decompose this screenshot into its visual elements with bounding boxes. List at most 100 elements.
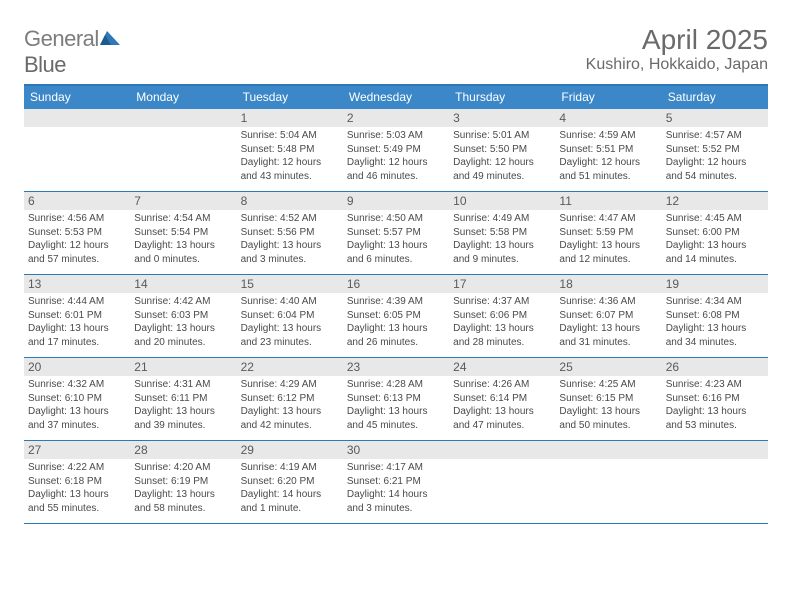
page-title: April 2025 xyxy=(586,24,768,56)
day-number: 16 xyxy=(343,275,449,293)
day-number: 23 xyxy=(343,358,449,376)
cell-body: Sunrise: 4:36 AMSunset: 6:07 PMDaylight:… xyxy=(559,295,657,349)
cell-body: Sunrise: 4:32 AMSunset: 6:10 PMDaylight:… xyxy=(28,378,126,432)
cell-body: Sunrise: 4:23 AMSunset: 6:16 PMDaylight:… xyxy=(666,378,764,432)
sunrise-line: Sunrise: 4:39 AM xyxy=(347,295,445,309)
cell-body: Sunrise: 4:19 AMSunset: 6:20 PMDaylight:… xyxy=(241,461,339,515)
sunset-line: Sunset: 5:52 PM xyxy=(666,143,764,157)
day-number: 3 xyxy=(449,109,555,127)
cell-body: Sunrise: 4:54 AMSunset: 5:54 PMDaylight:… xyxy=(134,212,232,266)
day-number-empty xyxy=(130,109,236,127)
day-number: 28 xyxy=(130,441,236,459)
week-row: 27Sunrise: 4:22 AMSunset: 6:18 PMDayligh… xyxy=(24,441,768,524)
day-headers-row: SundayMondayTuesdayWednesdayThursdayFrid… xyxy=(24,86,768,109)
sunset-line: Sunset: 6:10 PM xyxy=(28,392,126,406)
calendar-cell: 4 Sunrise: 4:59 AMSunset: 5:51 PMDaylight… xyxy=(555,109,661,191)
cell-body: Sunrise: 4:40 AMSunset: 6:04 PMDaylight:… xyxy=(241,295,339,349)
calendar-cell: 5Sunrise: 4:57 AMSunset: 5:52 PMDaylight… xyxy=(662,109,768,191)
calendar-cell: 21 Sunrise: 4:31 AMSunset: 6:11 PMDayligh… xyxy=(130,358,236,440)
sunrise-line: Sunrise: 4:31 AM xyxy=(134,378,232,392)
sunset-line: Sunset: 5:58 PM xyxy=(453,226,551,240)
sunset-line: Sunset: 6:11 PM xyxy=(134,392,232,406)
day-number: 14 xyxy=(130,275,236,293)
calendar-cell: 16Sunrise: 4:39 AMSunset: 6:05 PMDayligh… xyxy=(343,275,449,357)
day-number: 4 xyxy=(555,109,661,127)
sunrise-line: Sunrise: 4:26 AM xyxy=(453,378,551,392)
cell-body: Sunrise: 4:50 AMSunset: 5:57 PMDaylight:… xyxy=(347,212,445,266)
daylight-line: Daylight: 13 hours and 45 minutes. xyxy=(347,405,445,432)
sunrise-line: Sunrise: 4:59 AM xyxy=(559,129,657,143)
sunset-line: Sunset: 5:51 PM xyxy=(559,143,657,157)
weeks-container: 1Sunrise: 5:04 AMSunset: 5:48 PMDaylight… xyxy=(24,109,768,524)
calendar-cell-empty xyxy=(555,441,661,523)
sunrise-line: Sunrise: 4:50 AM xyxy=(347,212,445,226)
sunrise-line: Sunrise: 4:29 AM xyxy=(241,378,339,392)
calendar-cell: 12Sunrise: 4:45 AMSunset: 6:00 PMDayligh… xyxy=(662,192,768,274)
daylight-line: Daylight: 14 hours and 3 minutes. xyxy=(347,488,445,515)
day-number: 9 xyxy=(343,192,449,210)
daylight-line: Daylight: 13 hours and 37 minutes. xyxy=(28,405,126,432)
sunrise-line: Sunrise: 4:34 AM xyxy=(666,295,764,309)
week-row: 6Sunrise: 4:56 AMSunset: 5:53 PMDaylight… xyxy=(24,192,768,275)
day-header: Monday xyxy=(130,86,236,109)
sunset-line: Sunset: 5:50 PM xyxy=(453,143,551,157)
week-row: 1Sunrise: 5:04 AMSunset: 5:48 PMDaylight… xyxy=(24,109,768,192)
day-number: 26 xyxy=(662,358,768,376)
day-number: 27 xyxy=(24,441,130,459)
day-number: 17 xyxy=(449,275,555,293)
day-number: 12 xyxy=(662,192,768,210)
day-header: Sunday xyxy=(24,86,130,109)
logo-triangle-icon xyxy=(100,28,120,46)
day-number-empty xyxy=(555,441,661,459)
calendar-cell: 22 Sunrise: 4:29 AMSunset: 6:12 PMDayligh… xyxy=(237,358,343,440)
calendar-cell: 30Sunrise: 4:17 AMSunset: 6:21 PMDayligh… xyxy=(343,441,449,523)
cell-body: Sunrise: 4:44 AMSunset: 6:01 PMDaylight:… xyxy=(28,295,126,349)
daylight-line: Daylight: 13 hours and 34 minutes. xyxy=(666,322,764,349)
daylight-line: Daylight: 13 hours and 3 minutes. xyxy=(241,239,339,266)
calendar-cell-empty xyxy=(130,109,236,191)
sunrise-line: Sunrise: 4:40 AM xyxy=(241,295,339,309)
calendar-cell: 7Sunrise: 4:54 AMSunset: 5:54 PMDaylight… xyxy=(130,192,236,274)
daylight-line: Daylight: 13 hours and 6 minutes. xyxy=(347,239,445,266)
cell-body: Sunrise: 4:20 AMSunset: 6:19 PMDaylight:… xyxy=(134,461,232,515)
sunrise-line: Sunrise: 4:20 AM xyxy=(134,461,232,475)
day-number: 22 xyxy=(237,358,343,376)
calendar-cell: 27Sunrise: 4:22 AMSunset: 6:18 PMDayligh… xyxy=(24,441,130,523)
day-number: 15 xyxy=(237,275,343,293)
daylight-line: Daylight: 13 hours and 26 minutes. xyxy=(347,322,445,349)
day-number: 8 xyxy=(237,192,343,210)
daylight-line: Daylight: 13 hours and 39 minutes. xyxy=(134,405,232,432)
brand-part2: Blue xyxy=(24,52,66,77)
cell-body: Sunrise: 4:56 AMSunset: 5:53 PMDaylight:… xyxy=(28,212,126,266)
day-number: 24 xyxy=(449,358,555,376)
day-number: 5 xyxy=(662,109,768,127)
sunrise-line: Sunrise: 4:52 AM xyxy=(241,212,339,226)
daylight-line: Daylight: 12 hours and 46 minutes. xyxy=(347,156,445,183)
sunrise-line: Sunrise: 4:19 AM xyxy=(241,461,339,475)
day-number: 21 xyxy=(130,358,236,376)
sunrise-line: Sunrise: 4:57 AM xyxy=(666,129,764,143)
day-number-empty xyxy=(662,441,768,459)
calendar-cell: 8Sunrise: 4:52 AMSunset: 5:56 PMDaylight… xyxy=(237,192,343,274)
sunrise-line: Sunrise: 4:42 AM xyxy=(134,295,232,309)
cell-body: Sunrise: 4:37 AMSunset: 6:06 PMDaylight:… xyxy=(453,295,551,349)
calendar-cell: 23Sunrise: 4:28 AMSunset: 6:13 PMDayligh… xyxy=(343,358,449,440)
cell-body: Sunrise: 4:59 AMSunset: 5:51 PMDaylight:… xyxy=(559,129,657,183)
daylight-line: Daylight: 13 hours and 42 minutes. xyxy=(241,405,339,432)
day-header: Friday xyxy=(555,86,661,109)
calendar-cell: 26 Sunrise: 4:23 AMSunset: 6:16 PMDayligh… xyxy=(662,358,768,440)
sunrise-line: Sunrise: 4:32 AM xyxy=(28,378,126,392)
sunset-line: Sunset: 6:14 PM xyxy=(453,392,551,406)
day-number: 13 xyxy=(24,275,130,293)
daylight-line: Daylight: 13 hours and 14 minutes. xyxy=(666,239,764,266)
daylight-line: Daylight: 13 hours and 17 minutes. xyxy=(28,322,126,349)
cell-body: Sunrise: 4:31 AMSunset: 6:11 PMDaylight:… xyxy=(134,378,232,432)
cell-body: Sunrise: 4:29 AMSunset: 6:12 PMDaylight:… xyxy=(241,378,339,432)
day-number: 1 xyxy=(237,109,343,127)
sunrise-line: Sunrise: 4:45 AM xyxy=(666,212,764,226)
calendar-cell: 6Sunrise: 4:56 AMSunset: 5:53 PMDaylight… xyxy=(24,192,130,274)
sunset-line: Sunset: 6:04 PM xyxy=(241,309,339,323)
cell-body: Sunrise: 5:03 AMSunset: 5:49 PMDaylight:… xyxy=(347,129,445,183)
cell-body: Sunrise: 4:49 AMSunset: 5:58 PMDaylight:… xyxy=(453,212,551,266)
daylight-line: Daylight: 13 hours and 53 minutes. xyxy=(666,405,764,432)
